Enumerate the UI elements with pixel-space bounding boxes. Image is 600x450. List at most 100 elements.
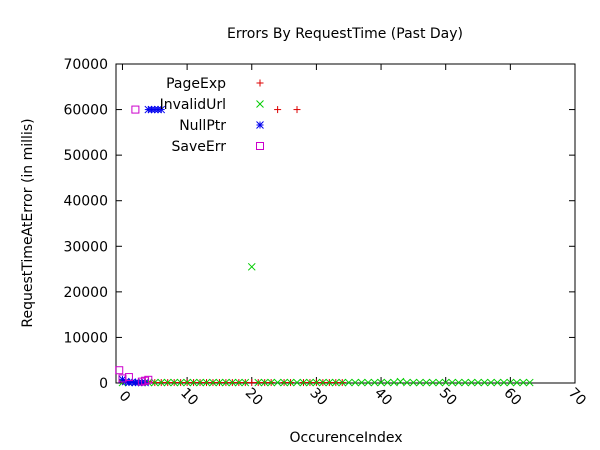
data-point xyxy=(500,378,508,387)
x-tick-label: 60 xyxy=(500,385,524,409)
data-point xyxy=(396,377,405,386)
data-point xyxy=(312,378,321,387)
y-tick-label: 10000 xyxy=(63,330,108,346)
legend-marker xyxy=(256,121,264,129)
data-point xyxy=(274,106,282,114)
x-tick-label: 0 xyxy=(116,388,134,406)
data-point xyxy=(474,378,482,387)
data-point xyxy=(150,378,159,387)
data-point xyxy=(209,378,217,387)
data-point xyxy=(286,378,295,387)
data-point xyxy=(176,378,185,387)
data-point xyxy=(493,378,502,387)
legend: PageExp InvalidUrl NullPtr SaveErr xyxy=(160,76,264,155)
data-point xyxy=(222,378,230,387)
data-point xyxy=(383,378,392,387)
legend-marker xyxy=(256,79,264,87)
data-point xyxy=(435,378,444,387)
data-points xyxy=(115,105,534,387)
legend-marker xyxy=(256,100,264,108)
y-tick-label: 60000 xyxy=(63,103,108,119)
data-point xyxy=(248,379,256,387)
legend-label: InvalidUrl xyxy=(160,97,226,113)
y-axis: 0 10000 20000 30000 40000 50000 60000 70000 xyxy=(63,57,575,392)
data-point xyxy=(215,378,224,387)
x-tick-label: 10 xyxy=(177,385,201,409)
data-point xyxy=(241,378,250,387)
data-point xyxy=(293,106,301,114)
data-point xyxy=(364,378,372,387)
legend-label: SaveErr xyxy=(172,139,227,155)
series-invalidurl xyxy=(118,262,534,387)
data-point xyxy=(306,378,314,387)
data-point xyxy=(131,105,140,114)
data-point xyxy=(196,378,204,387)
data-point xyxy=(480,378,489,387)
x-tick-label: 50 xyxy=(436,385,460,409)
data-point xyxy=(183,378,191,387)
series-saveerr xyxy=(115,105,153,386)
data-point xyxy=(331,378,340,387)
data-point xyxy=(319,378,327,387)
y-tick-label: 0 xyxy=(99,376,108,392)
data-point xyxy=(467,378,476,387)
y-tick-label: 20000 xyxy=(63,285,108,301)
legend-label: PageExp xyxy=(166,76,226,92)
data-point xyxy=(344,378,353,387)
y-axis-label: RequestTimeAtError (in millis) xyxy=(20,118,36,327)
data-point xyxy=(370,378,379,387)
data-point xyxy=(267,378,276,387)
data-point xyxy=(202,378,211,387)
series-nullptr xyxy=(118,105,166,387)
data-point xyxy=(441,378,450,387)
legend-label: NullPtr xyxy=(179,118,226,134)
data-point xyxy=(428,378,437,387)
x-tick-label: 20 xyxy=(242,385,266,409)
data-point xyxy=(144,375,153,384)
data-point xyxy=(247,262,256,271)
x-axis: 0 10 20 30 40 50 60 70 xyxy=(116,64,589,409)
y-tick-label: 50000 xyxy=(63,148,108,164)
data-point xyxy=(338,378,347,387)
data-point xyxy=(118,374,127,383)
x-tick-label: 40 xyxy=(371,385,395,409)
data-point xyxy=(461,378,469,387)
data-point xyxy=(189,378,198,387)
data-point xyxy=(454,378,463,387)
data-point xyxy=(403,378,411,387)
data-point xyxy=(115,366,124,375)
data-point xyxy=(254,378,263,387)
data-point xyxy=(415,378,424,387)
data-point xyxy=(157,378,166,387)
x-axis-label: OccurenceIndex xyxy=(289,430,402,446)
data-point xyxy=(280,378,288,387)
data-point xyxy=(351,378,360,387)
data-point xyxy=(448,378,457,387)
x-tick-label: 70 xyxy=(565,385,589,409)
data-point xyxy=(260,378,269,387)
series-pageexp xyxy=(118,106,346,387)
legend-marker xyxy=(256,142,264,150)
data-point xyxy=(228,378,237,387)
y-tick-label: 30000 xyxy=(63,239,108,255)
x-tick-label: 30 xyxy=(306,385,330,409)
data-point xyxy=(519,378,528,387)
data-point xyxy=(293,378,301,387)
chart-title: Errors By RequestTime (Past Day) xyxy=(227,26,463,42)
data-point xyxy=(357,378,366,387)
data-point xyxy=(299,378,308,387)
data-point xyxy=(506,378,515,387)
data-point xyxy=(325,378,334,387)
data-point xyxy=(390,378,398,387)
y-tick-label: 70000 xyxy=(63,57,108,73)
data-point xyxy=(170,378,179,387)
data-point xyxy=(234,378,243,387)
data-point xyxy=(409,378,418,387)
data-point xyxy=(163,378,172,387)
data-point xyxy=(487,378,495,387)
data-point xyxy=(273,378,282,387)
data-point xyxy=(124,373,133,382)
data-point xyxy=(157,105,166,114)
data-point xyxy=(377,378,385,387)
